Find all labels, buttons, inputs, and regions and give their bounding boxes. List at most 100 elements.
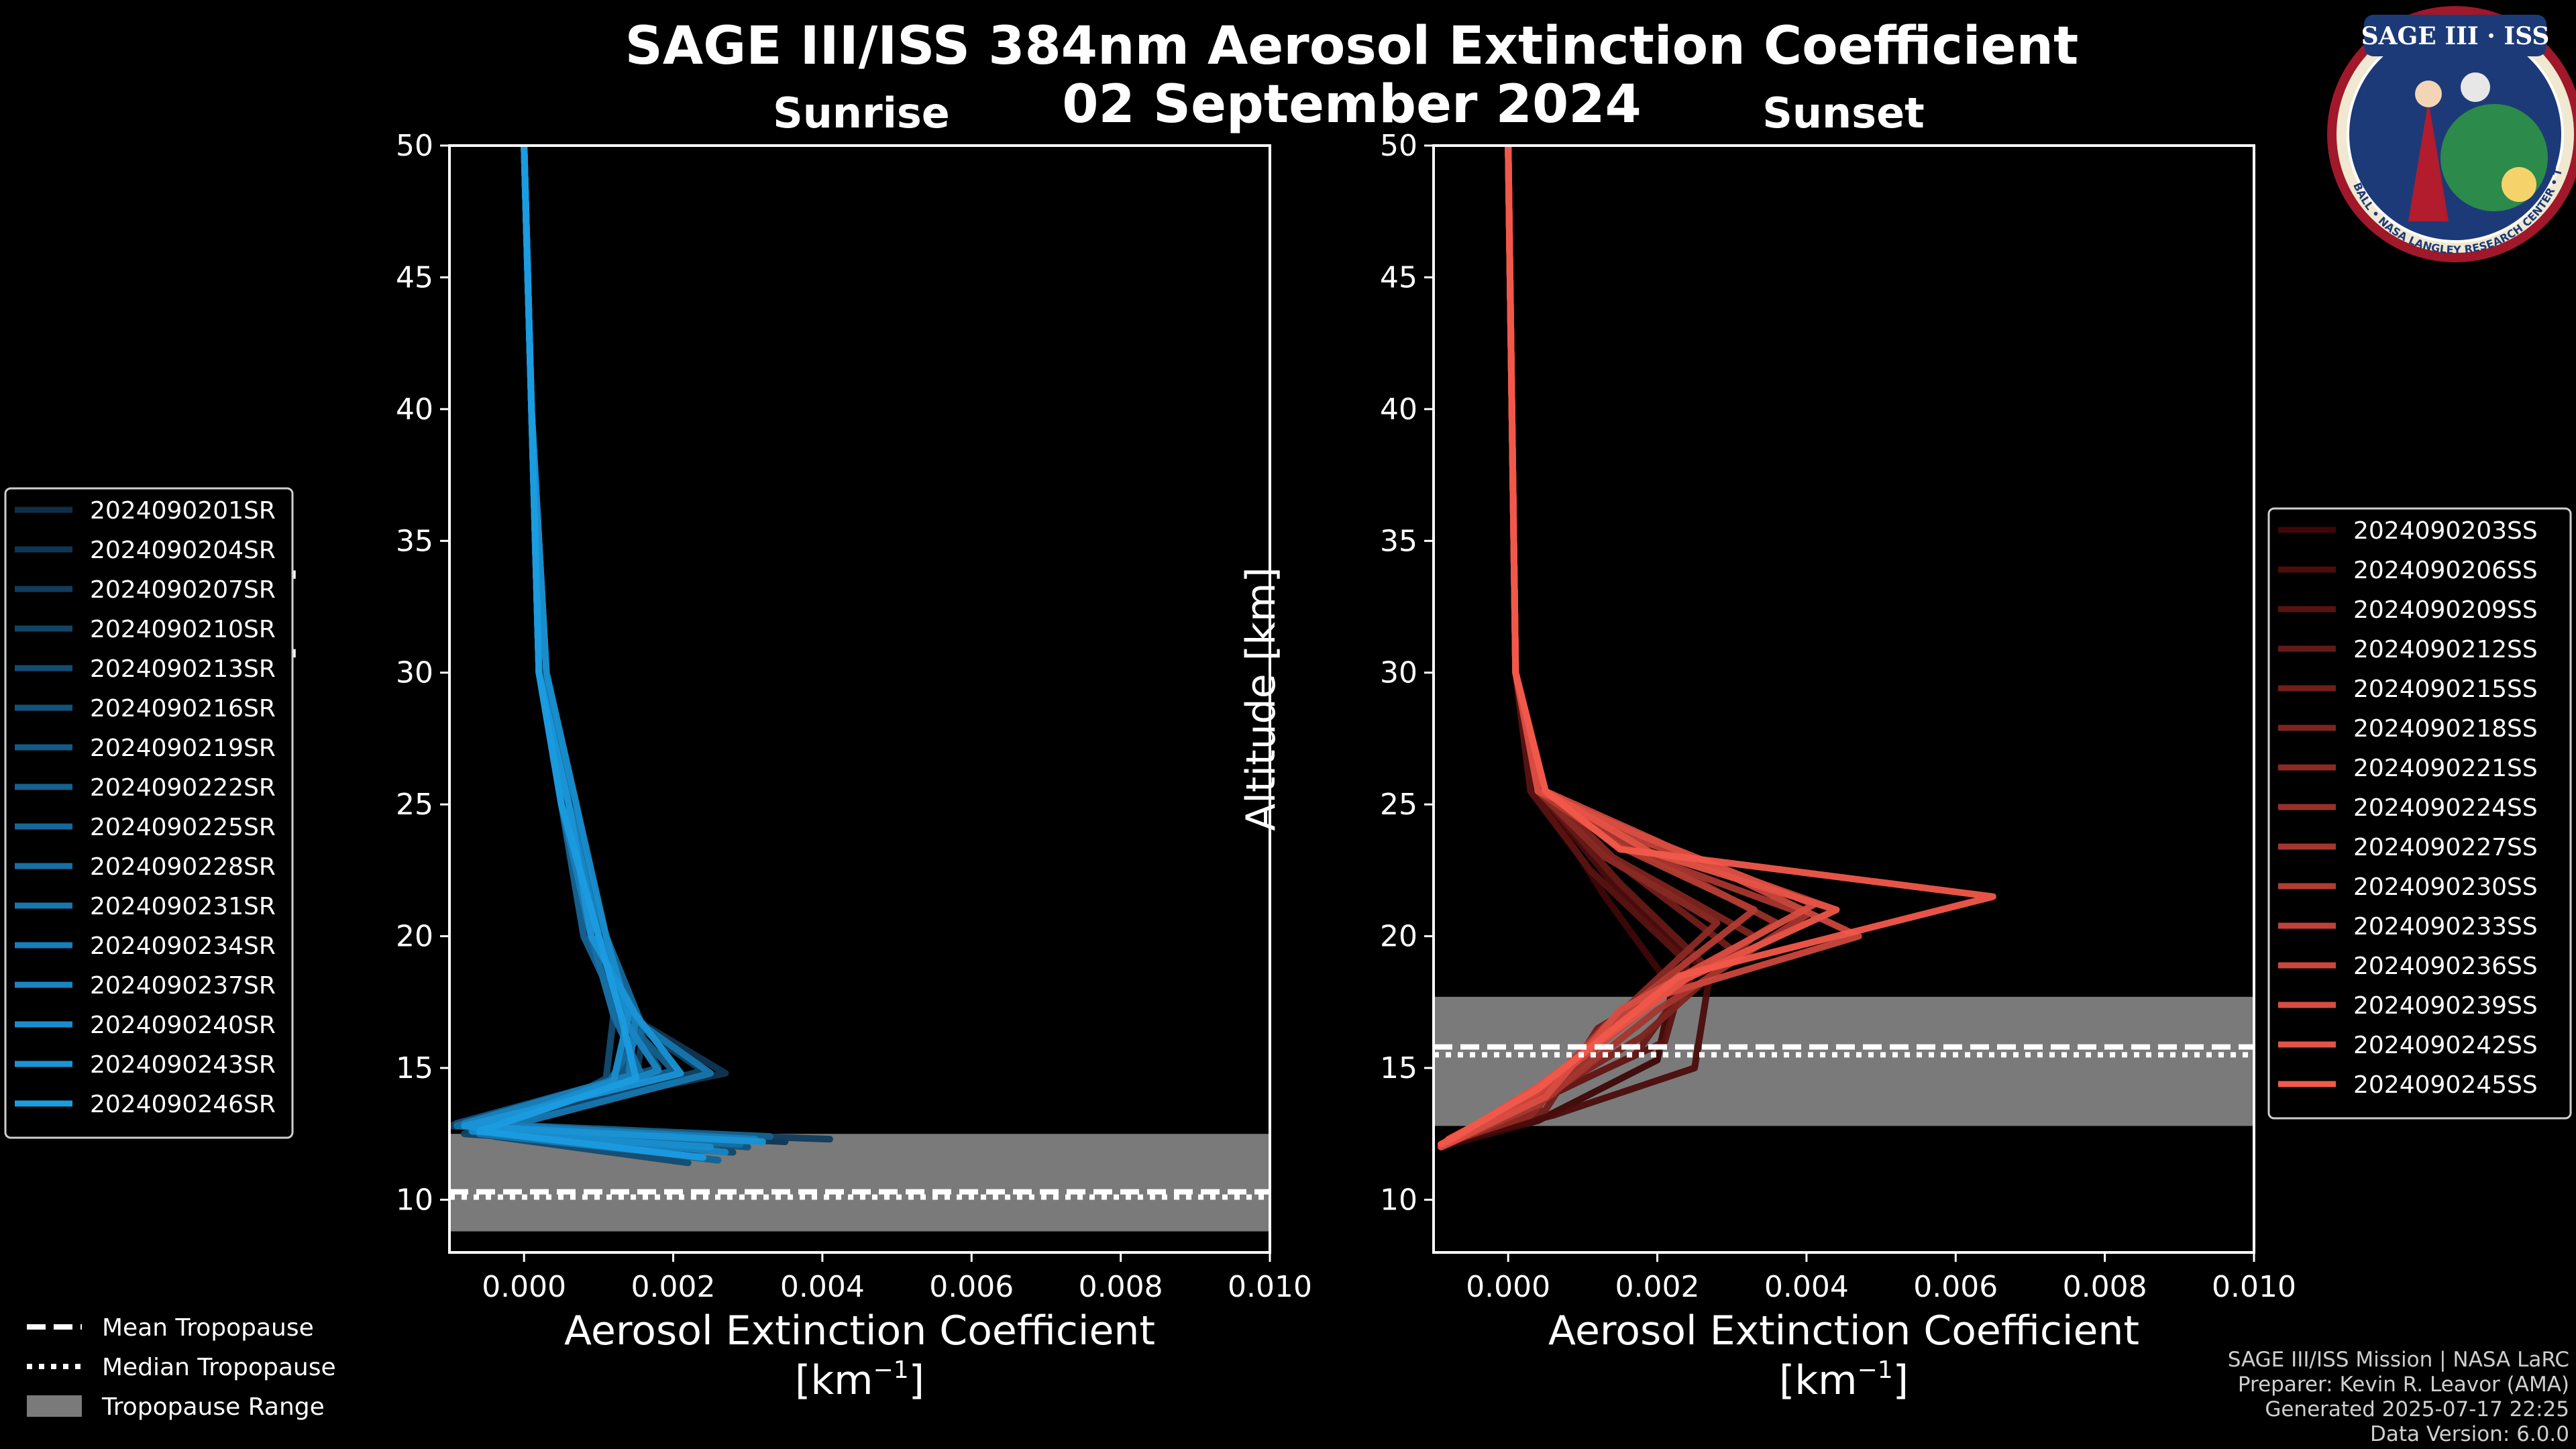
sunrise-legend: 2024090201SR 2024090204SR 2024090207SR 2024… xyxy=(4,487,294,1139)
credit-data-version: Data Version: 6.0.0 xyxy=(2370,1422,2569,1446)
x-tick-label: 0.006 xyxy=(1913,1270,1998,1304)
legend-label: 2024090234SR xyxy=(90,932,276,960)
x-axis-label: Aerosol Extinction Coefficient xyxy=(1548,1307,2139,1354)
sunset-panel-title: Sunset xyxy=(1762,89,1925,138)
legend-label: 2024090243SR xyxy=(90,1051,276,1079)
tropopause-range-swatch xyxy=(27,1395,82,1417)
legend-label: 2024090222SR xyxy=(90,774,276,802)
legend-label: 2024090245SS xyxy=(2353,1071,2538,1099)
y-tick-label: 40 xyxy=(1380,392,1417,427)
legend-label: 2024090204SR xyxy=(90,537,276,564)
legend-label: 2024090219SR xyxy=(90,735,276,762)
x-tick-label: 0.006 xyxy=(929,1270,1014,1304)
y-axis-label: Altitude [km] xyxy=(1238,567,1285,831)
x-tick-label: 0.010 xyxy=(1228,1270,1312,1304)
tropopause-range-label: Tropopause Range xyxy=(101,1393,325,1421)
y-tick-label: 25 xyxy=(1380,788,1417,822)
legend-label: 2024090224SS xyxy=(2353,794,2538,822)
logo-banner xyxy=(2364,15,2546,56)
sunrise-chart: 10 15 20 25 30 35 40 45 50 0.000 0.002 0.004 0.006 0.… xyxy=(254,129,1312,1404)
logo-figure-head xyxy=(2415,80,2442,107)
plot-frame xyxy=(448,144,1271,1254)
series-lines xyxy=(449,146,833,1167)
y-tick-label: 50 xyxy=(396,129,433,163)
figure-date: 02 September 2024 xyxy=(1062,74,1642,135)
y-tick-label: 20 xyxy=(396,920,433,954)
logo-top-text: SAGE III · ISS xyxy=(2361,22,2550,50)
y-tick-label: 20 xyxy=(1380,920,1417,954)
y-tick-label: 10 xyxy=(1380,1183,1417,1217)
sunset-chart: 10 15 20 25 30 35 40 45 50 0.000 0.002 0.004 0.006 0.… xyxy=(1238,129,2296,1404)
legend-label: 2024090215SS xyxy=(2353,676,2538,703)
legend-label: 2024090231SR xyxy=(90,893,276,920)
series-lines xyxy=(1438,146,1996,1150)
x-tick-label: 0.004 xyxy=(1764,1270,1849,1304)
x-tick-label: 0.000 xyxy=(482,1270,566,1304)
legend-label: 2024090246SR xyxy=(90,1091,276,1118)
credit-preparer: Preparer: Kevin R. Leavor (AMA) xyxy=(2238,1373,2569,1397)
series-line-2024090246SR xyxy=(476,146,706,1161)
legend-label: 2024090237SR xyxy=(90,972,276,1000)
x-tick-label: 0.010 xyxy=(2212,1270,2296,1304)
figure-title: SAGE III/ISS 384nm Aerosol Extinction Co… xyxy=(625,16,2079,76)
tropopause-range-band xyxy=(1434,996,2254,1126)
legend-label: 2024090240SR xyxy=(90,1012,276,1039)
legend-label: 2024090233SS xyxy=(2353,913,2538,941)
x-axis-label: Aerosol Extinction Coefficient xyxy=(564,1307,1155,1354)
x-tick-label: 0.000 xyxy=(1466,1270,1550,1304)
plot-frame xyxy=(1432,144,2255,1254)
legend-label: 2024090228SR xyxy=(90,853,276,881)
credit-mission: SAGE III/ISS Mission | NASA LaRC xyxy=(2228,1348,2569,1372)
series-line-2024090245SS xyxy=(1438,146,1996,1148)
legend-label: 2024090242SS xyxy=(2353,1032,2538,1059)
sunset-legend: 2024090203SS 2024090206SS 2024090209SS 2024… xyxy=(2267,507,2572,1120)
legend-label: 2024090236SS xyxy=(2353,953,2538,980)
legend-label: 2024090206SS xyxy=(2353,557,2538,584)
y-tick-label: 40 xyxy=(396,392,433,427)
credit-generated: Generated 2025-07-17 22:25 xyxy=(2265,1397,2569,1421)
x-tick-label: 0.002 xyxy=(1615,1270,1700,1304)
plot-area xyxy=(449,146,1270,1252)
y-tick-label: 30 xyxy=(396,656,433,690)
legend-label: 2024090218SS xyxy=(2353,715,2538,743)
y-tick-label: 50 xyxy=(1380,129,1417,163)
x-axis-unit: [km−1] xyxy=(795,1356,924,1404)
legend-label: 2024090221SS xyxy=(2353,755,2538,782)
legend-label: 2024090230SS xyxy=(2353,873,2538,901)
sunrise-panel-title: Sunrise xyxy=(773,89,950,138)
legend-label: 2024090207SR xyxy=(90,576,276,604)
y-tick-label: 10 xyxy=(396,1183,433,1217)
logo-sun xyxy=(2502,167,2536,202)
x-axis-unit: [km−1] xyxy=(1779,1356,1909,1404)
legend-label: 2024090210SR xyxy=(90,616,276,643)
median-tropopause-label: Median Tropopause xyxy=(102,1354,336,1381)
x-tick-label: 0.002 xyxy=(631,1270,716,1304)
x-tick-label: 0.004 xyxy=(780,1270,865,1304)
logo-moon xyxy=(2461,72,2490,102)
legend-label: 2024090213SR xyxy=(90,655,276,683)
y-tick-label: 15 xyxy=(396,1051,433,1085)
y-tick-label: 45 xyxy=(396,260,433,294)
y-tick-label: 30 xyxy=(1380,656,1417,690)
credits: SAGE III/ISS Mission | NASA LaRC Prepare… xyxy=(2228,1348,2569,1446)
legend-label: 2024090203SS xyxy=(2353,517,2538,545)
y-tick-label: 45 xyxy=(1380,260,1417,294)
legend-label: 2024090201SR xyxy=(90,497,276,525)
logo-figure-robe xyxy=(2408,101,2449,221)
x-tick-label: 0.008 xyxy=(2063,1270,2147,1304)
y-tick-label: 35 xyxy=(396,524,433,558)
legend-frame xyxy=(4,487,294,1139)
legend-label: 2024090212SS xyxy=(2353,636,2538,663)
tropopause-legend: Mean Tropopause Median Tropopause Tropop… xyxy=(27,1314,336,1421)
legend-label: 2024090239SS xyxy=(2353,992,2538,1020)
legend-label: 2024090225SR xyxy=(90,814,276,841)
x-tick-label: 0.008 xyxy=(1079,1270,1163,1304)
legend-label: 2024090227SS xyxy=(2353,834,2538,861)
y-tick-label: 15 xyxy=(1380,1051,1417,1085)
legend-label: 2024090209SS xyxy=(2353,596,2538,624)
y-tick-label: 25 xyxy=(396,788,433,822)
mean-tropopause-label: Mean Tropopause xyxy=(102,1314,314,1342)
legend-frame xyxy=(2267,507,2572,1120)
legend-label: 2024090216SR xyxy=(90,695,276,722)
